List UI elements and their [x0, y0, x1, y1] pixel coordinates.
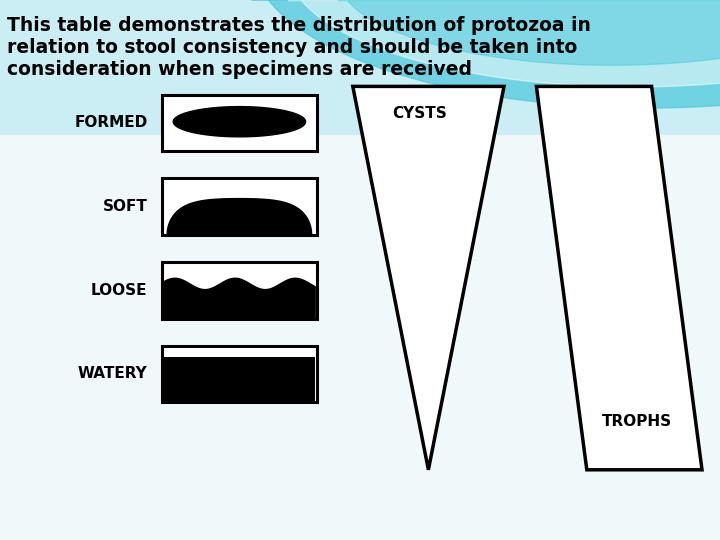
Polygon shape: [536, 86, 702, 470]
Bar: [162, 262, 317, 319]
Bar: [162, 94, 317, 151]
Bar: [162, 94, 317, 151]
Bar: [162, 178, 317, 235]
Text: SOFT: SOFT: [103, 199, 148, 214]
Bar: [0, 135, 720, 540]
Text: CYSTS: CYSTS: [392, 106, 447, 121]
Polygon shape: [174, 106, 305, 137]
Text: FORMED: FORMED: [74, 116, 148, 130]
Polygon shape: [353, 86, 504, 470]
Text: WATERY: WATERY: [78, 367, 148, 381]
Bar: [162, 262, 317, 319]
Polygon shape: [164, 199, 315, 235]
Text: TROPHS: TROPHS: [602, 414, 672, 429]
Bar: [164, 357, 315, 402]
Bar: [162, 346, 317, 402]
Text: LOOSE: LOOSE: [91, 283, 148, 298]
Bar: [162, 178, 317, 235]
Bar: [162, 346, 317, 402]
Bar: [0, 0, 720, 135]
Text: This table demonstrates the distribution of protozoa in
relation to stool consis: This table demonstrates the distribution…: [7, 16, 591, 79]
